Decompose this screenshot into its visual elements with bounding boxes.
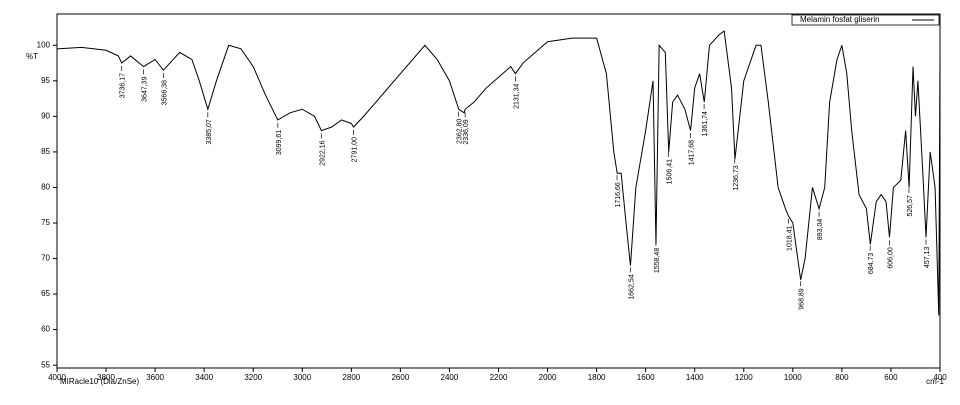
x-tick-label: 1400 [686, 373, 704, 382]
peak-label: 684,73 [868, 253, 875, 275]
peak-label: 3736,17 [120, 73, 127, 98]
peak-label: 2922,16 [319, 140, 326, 165]
x-tick-label: 3400 [195, 373, 213, 382]
y-tick-label: 65 [41, 289, 50, 298]
peak-label: 968,89 [798, 288, 805, 310]
peak-label: 3385,07 [206, 119, 213, 144]
x-tick-label: 2000 [539, 373, 557, 382]
peak-label: 3647,39 [141, 76, 148, 101]
x-tick-label: 3600 [146, 373, 164, 382]
x-axis-label: cm-1 [926, 377, 944, 386]
x-tick-label: 2400 [441, 373, 459, 382]
legend-label: Melamin fosfat gliserin [800, 15, 880, 24]
peak-label: 893,04 [817, 219, 824, 241]
x-tick-label: 1600 [637, 373, 655, 382]
x-tick-label: 1200 [735, 373, 753, 382]
peak-label: 1558,48 [654, 248, 661, 273]
peak-label: 457,13 [924, 246, 931, 268]
footer: MIRacle10 (Dia/ZnSe) [60, 377, 139, 386]
x-tick-label: 3200 [244, 373, 262, 382]
y-tick-label: 70 [41, 254, 50, 263]
x-tick-label: 2200 [490, 373, 508, 382]
peak-label: 606,00 [887, 247, 894, 269]
x-tick-label: 3800 [97, 373, 115, 382]
peak-label: 1236,73 [733, 165, 740, 190]
peak-label: 1716,66 [615, 182, 622, 207]
peak-label: 1018,41 [786, 226, 793, 251]
peak-label: 526,57 [907, 195, 914, 217]
peak-label: 2791,00 [352, 137, 359, 162]
peak-label: 1662,54 [628, 274, 635, 299]
peak-label: 2131,34 [513, 83, 520, 108]
x-tick-label: 600 [884, 373, 898, 382]
peak-label: 1506,41 [667, 159, 674, 184]
peak-label: 3099,61 [276, 130, 283, 155]
x-tick-label: 4000 [48, 373, 66, 382]
x-tick-label: 1000 [784, 373, 802, 382]
y-tick-label: 95 [41, 76, 50, 85]
legend-box [791, 14, 940, 26]
peak-label: 2362,80 [457, 119, 464, 144]
y-tick-label: 100 [37, 40, 51, 49]
x-tick-label: 3000 [293, 373, 311, 382]
x-tick-label: 400 [933, 373, 947, 382]
spectrum-line [56, 30, 941, 316]
y-axis-label: %T [26, 52, 38, 61]
x-tick-label: 1800 [588, 373, 606, 382]
y-tick-label: 80 [41, 183, 50, 192]
y-tick-label: 75 [41, 218, 50, 227]
y-tick-label: 90 [41, 111, 50, 120]
y-tick-label: 55 [41, 360, 50, 369]
x-tick-label: 2600 [391, 373, 409, 382]
x-tick-label: 2800 [342, 373, 360, 382]
plot-frame [56, 13, 941, 369]
y-tick-label: 85 [41, 147, 50, 156]
peak-label: 2336,09 [463, 119, 470, 144]
peak-label: 3566,38 [161, 80, 168, 105]
peak-label: 1361,74 [702, 111, 709, 136]
y-tick-label: 60 [41, 325, 50, 334]
peak-label: 1417,68 [688, 140, 695, 165]
x-tick-label: 800 [835, 373, 849, 382]
